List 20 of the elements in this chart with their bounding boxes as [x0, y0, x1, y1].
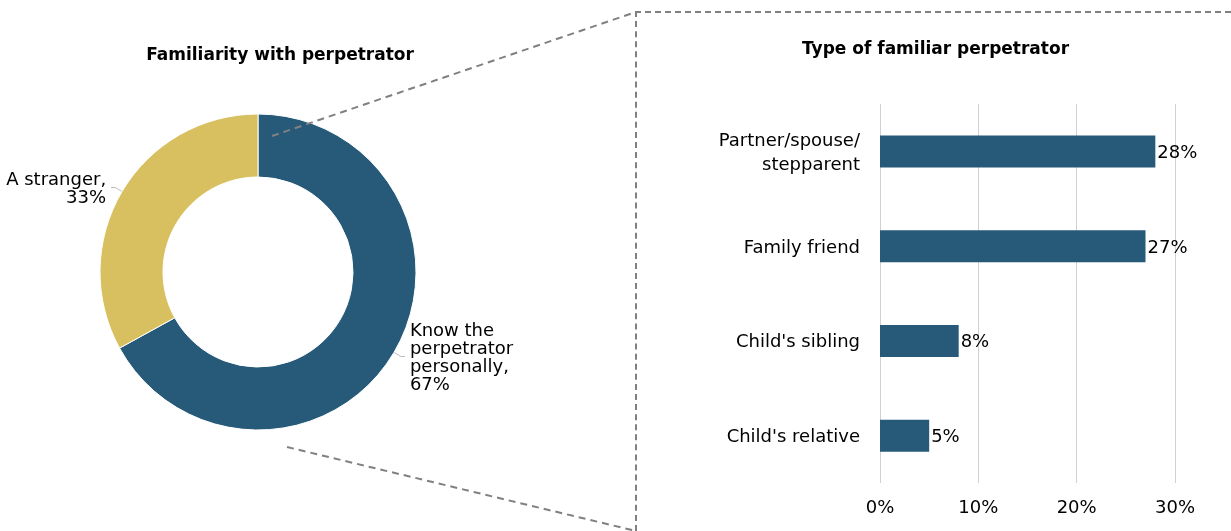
bar: [880, 230, 1146, 263]
data-label: 27%: [1147, 235, 1188, 257]
y-tick-label: Child's relative: [726, 425, 860, 447]
y-tick-label: Partner/spouse/ stepparent: [718, 128, 861, 174]
slice-label: A stranger, 33%: [6, 168, 107, 207]
data-label: 28%: [1157, 140, 1198, 162]
x-tick-label: 0%: [865, 495, 895, 517]
y-tick-label: Family friend: [743, 235, 860, 257]
chart-title: Type of familiar perpetrator: [801, 37, 1070, 58]
x-tick-label: 10%: [958, 495, 999, 517]
slice-label: Know the perpetrator personally, 67%: [409, 319, 519, 394]
chart-title: Familiarity with perpetrator: [146, 43, 415, 64]
x-tick-label: 20%: [1056, 495, 1097, 517]
bar: [880, 135, 1156, 168]
data-label: 8%: [960, 330, 990, 352]
bar: [880, 324, 959, 357]
data-label: 5%: [931, 425, 960, 447]
bar: [880, 419, 930, 452]
y-tick-label: Child's sibling: [735, 330, 860, 352]
x-tick-label: 30%: [1154, 495, 1196, 517]
